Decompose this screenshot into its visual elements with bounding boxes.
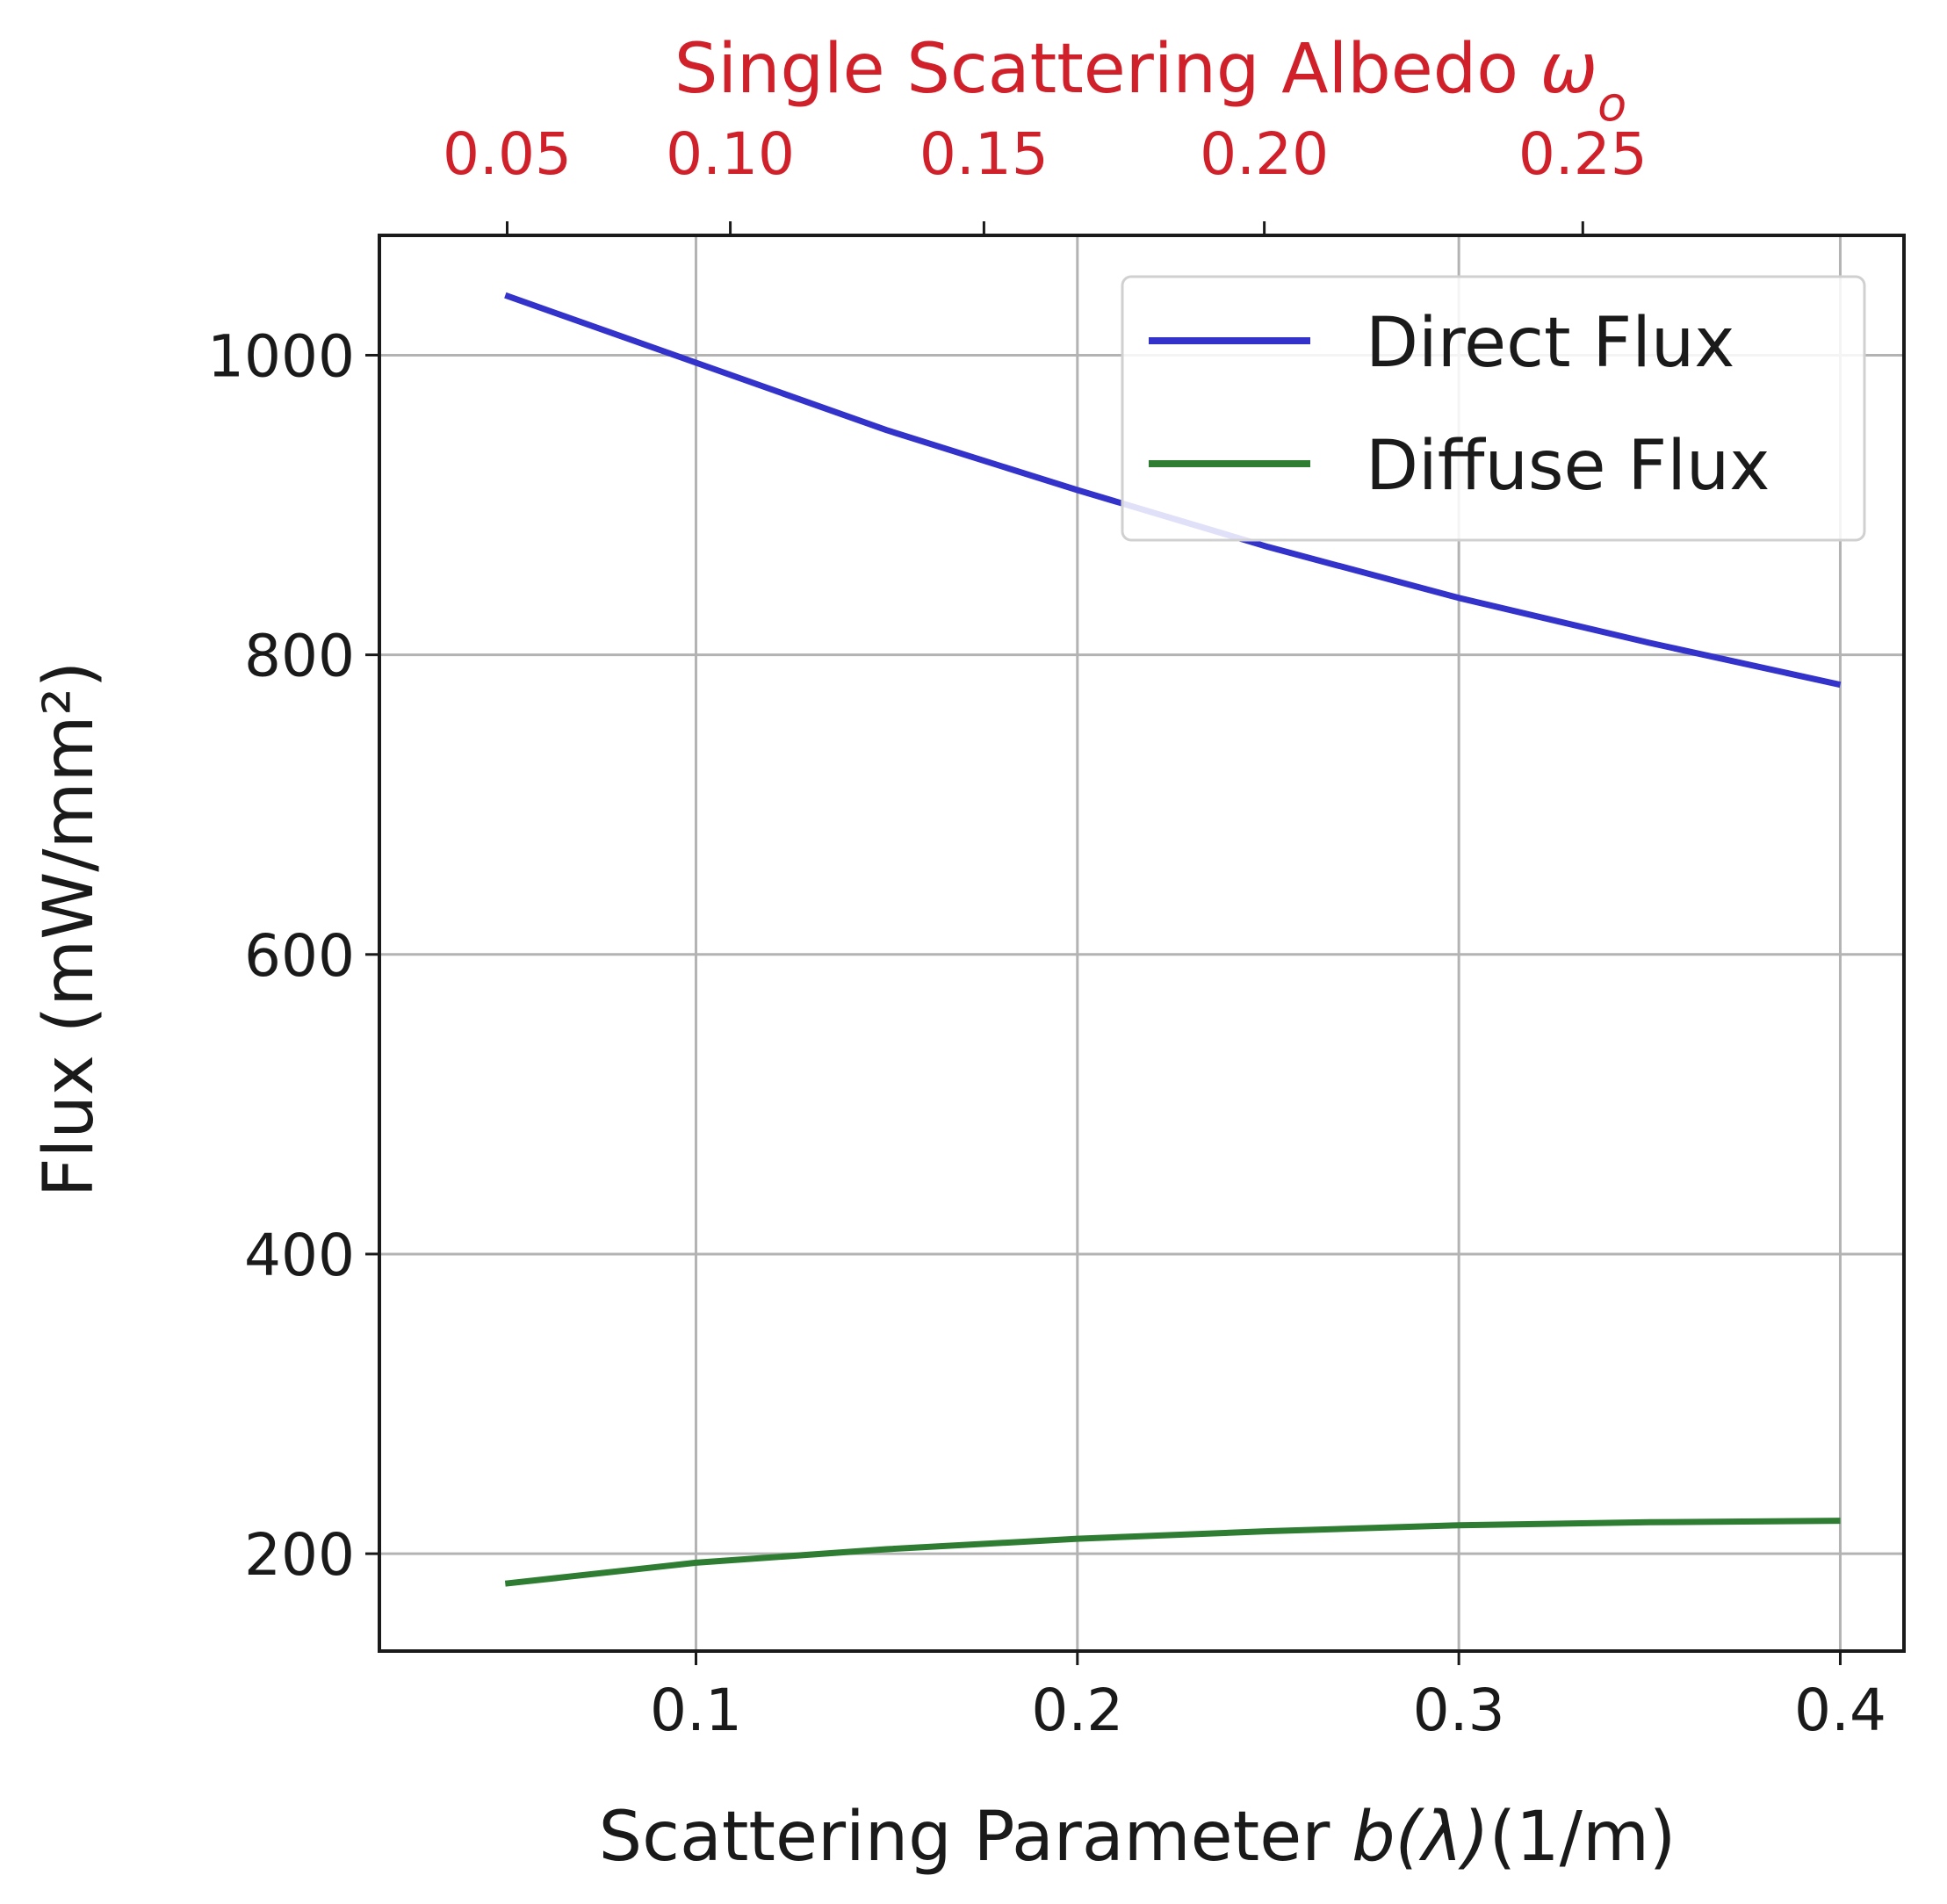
- ticks-layer: 0.1 0.2 0.3 0.4 200 400 600 800 1000 0.05 0.10 0.15…: [207, 120, 1886, 1744]
- x-axis-title-unit: (1/m): [1489, 1798, 1677, 1877]
- legend-label-direct-flux: Direct Flux: [1366, 304, 1734, 383]
- x-tick-label: 0.2: [1031, 1677, 1123, 1744]
- top-axis-title: Single Scattering Albedo ωo: [674, 30, 1626, 132]
- x-tick-label: 0.4: [1794, 1677, 1886, 1744]
- y-tick-label: 1000: [207, 322, 355, 390]
- x-axis-title-symbol: b(λ): [1352, 1798, 1489, 1877]
- y-axis-title: Flux (mW/mm²): [30, 661, 109, 1197]
- legend-label-diffuse-flux: Diffuse Flux: [1366, 427, 1770, 506]
- y-tick-label: 800: [244, 623, 355, 690]
- top-axis-title-main: Single Scattering Albedo: [674, 30, 1540, 109]
- y-tick-label: 200: [244, 1521, 355, 1589]
- top-tick-label: 0.10: [666, 120, 795, 188]
- top-axis-title-symbol: ω: [1540, 30, 1597, 109]
- top-tick-label: 0.15: [919, 120, 1049, 188]
- y-tick-label: 400: [244, 1222, 355, 1289]
- top-tick-label: 0.05: [443, 120, 572, 188]
- x-axis-title-main: Scattering Parameter: [599, 1798, 1352, 1877]
- top-tick-label: 0.20: [1200, 120, 1329, 188]
- x-tick-label: 0.1: [650, 1677, 742, 1744]
- x-axis-title: Scattering Parameter b(λ)(1/m): [599, 1798, 1677, 1877]
- plot-frame: [378, 234, 1906, 1653]
- top-tick-label: 0.25: [1518, 120, 1648, 188]
- x-tick-label: 0.3: [1413, 1677, 1505, 1744]
- legend: Direct Flux Diffuse Flux: [1121, 275, 1866, 542]
- y-tick-label: 600: [244, 922, 355, 990]
- series-line-diffuse-flux: [504, 1518, 1841, 1587]
- top-axis-title-subscript: o: [1597, 76, 1626, 132]
